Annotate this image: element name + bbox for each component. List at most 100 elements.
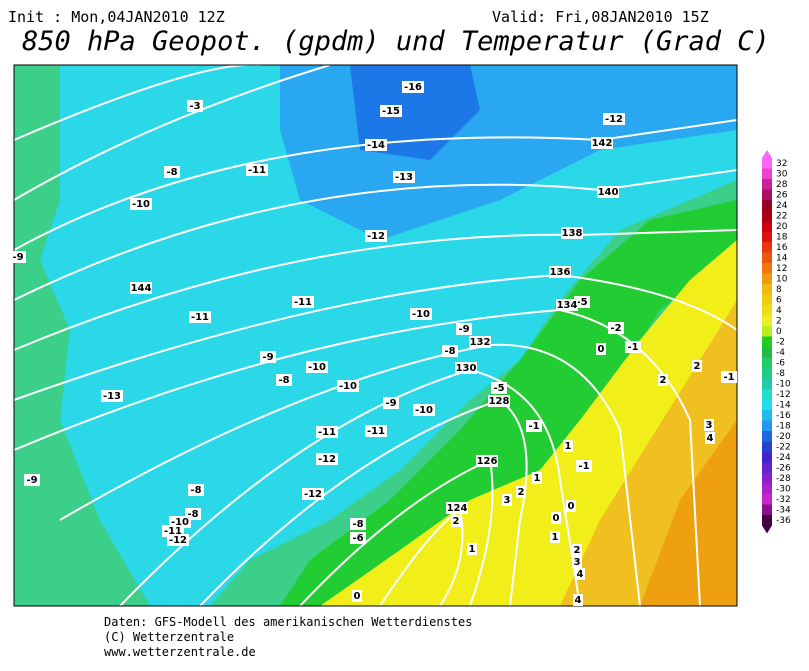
temperature-label: 2: [660, 375, 667, 386]
temperature-label-box: [502, 494, 512, 506]
geopotential-label-box: [549, 266, 571, 278]
temperature-label: -13: [103, 391, 121, 402]
legend-label: -6: [776, 358, 785, 368]
geopotential-label-box: [446, 502, 468, 514]
temperature-label: 4: [577, 569, 584, 580]
temperature-label-box: [337, 380, 359, 392]
temperature-label-box: [292, 296, 314, 308]
legend-swatch: [762, 410, 772, 421]
geopotential-label: 144: [131, 283, 152, 294]
temperature-label: -6: [352, 533, 363, 544]
temperature-label-box: [608, 322, 624, 334]
legend-label: -24: [776, 453, 791, 463]
temperature-label-box: [658, 374, 668, 386]
temperature-label: 0: [553, 513, 560, 524]
valid-time: Valid: Fri,08JAN2010 15Z: [492, 8, 709, 26]
temperature-label: 2: [694, 361, 701, 372]
legend-swatch: [762, 252, 772, 263]
legend-swatch: [762, 242, 772, 253]
legend-label: 8: [776, 285, 782, 295]
legend-label: 4: [776, 306, 782, 316]
temperature-label: 3: [574, 557, 581, 568]
temperature-label-box: [306, 361, 328, 373]
temperature-label-box: [550, 531, 560, 543]
legend-swatch: [762, 420, 772, 431]
legend-label: 28: [776, 180, 788, 190]
geopotential-label-box: [476, 455, 498, 467]
geopotential-label-box: [455, 362, 477, 374]
geopotential-label-box: [556, 299, 578, 311]
temperature-label-box: [705, 432, 715, 444]
temperature-label-box: [572, 556, 582, 568]
temperature-label: -11: [248, 165, 266, 176]
legend-swatch: [762, 431, 772, 442]
temperature-label-box: [380, 105, 402, 117]
temperature-label-box: [164, 166, 180, 178]
temperature-label: -8: [352, 519, 363, 530]
legend-label: -8: [776, 369, 785, 379]
temperature-label: -1: [528, 421, 539, 432]
legend-label: -10: [776, 379, 791, 389]
temperature-label: -16: [404, 82, 422, 93]
temperature-label: 0: [354, 591, 361, 602]
map-field: [13, 63, 738, 607]
legend-label: -20: [776, 432, 791, 442]
temperature-label-box: [467, 543, 477, 555]
temperature-label: -10: [339, 381, 357, 392]
temperature-label-box: [350, 518, 366, 530]
legend-swatch: [762, 399, 772, 410]
temperature-label: -5: [493, 383, 504, 394]
temperature-label: 4: [707, 433, 714, 444]
temperature-label: -9: [458, 324, 469, 335]
temperature-label-box: [413, 404, 435, 416]
legend-label: 20: [776, 222, 788, 232]
legend-label: 30: [776, 169, 788, 179]
legend-tip: [762, 525, 772, 534]
temperature-label-box: [365, 230, 387, 242]
temperature-label: 1: [534, 473, 541, 484]
temperature-label-box: [516, 486, 526, 498]
legend-label: 2: [776, 316, 782, 326]
legend-swatch: [762, 347, 772, 358]
legend-swatch: [762, 263, 772, 274]
legend-label: -14: [776, 400, 791, 410]
temperature-label-box: [352, 590, 362, 602]
geopotential-label: 140: [598, 187, 619, 198]
temperature-label: -8: [187, 509, 198, 520]
temperature-label-box: [721, 371, 737, 383]
temperature-label: -3: [189, 101, 200, 112]
temperature-label: -12: [304, 489, 322, 500]
legend-label: 26: [776, 190, 788, 200]
temperature-label: 2: [574, 545, 581, 556]
temperature-label: -9: [12, 252, 23, 263]
temperature-label: 1: [565, 441, 572, 452]
temperature-label-box: [402, 81, 424, 93]
temperature-label: -10: [308, 362, 326, 373]
temperature-label: -12: [367, 231, 385, 242]
footer-line: Daten: GFS-Modell des amerikanischen Wet…: [104, 615, 472, 629]
temperature-label: 2: [518, 487, 525, 498]
temperature-label-box: [246, 164, 268, 176]
legend-label: -18: [776, 421, 791, 431]
legend-label: -22: [776, 442, 791, 452]
temperature-label: 0: [568, 501, 575, 512]
temperature-label: -12: [318, 454, 336, 465]
temperature-label: -13: [395, 172, 413, 183]
legend-label: 0: [776, 327, 782, 337]
legend-swatch: [762, 357, 772, 368]
temperature-label-box: [10, 251, 26, 263]
temperature-label: -8: [166, 167, 177, 178]
temperature-label-box: [456, 323, 472, 335]
legend-swatch: [762, 305, 772, 316]
legend-swatch: [762, 368, 772, 379]
geopotential-label: 134: [557, 300, 578, 311]
geopotential-label-box: [469, 336, 491, 348]
map-title: 850 hPa Geopot. (gpdm) und Temperatur (G…: [22, 26, 770, 57]
legend-label: -32: [776, 495, 791, 505]
legend-label: 6: [776, 295, 782, 305]
legend-swatch: [762, 179, 772, 190]
temperature-label-box: [101, 390, 123, 402]
temperature-label: -9: [385, 398, 396, 409]
temperature-label: 1: [552, 532, 559, 543]
